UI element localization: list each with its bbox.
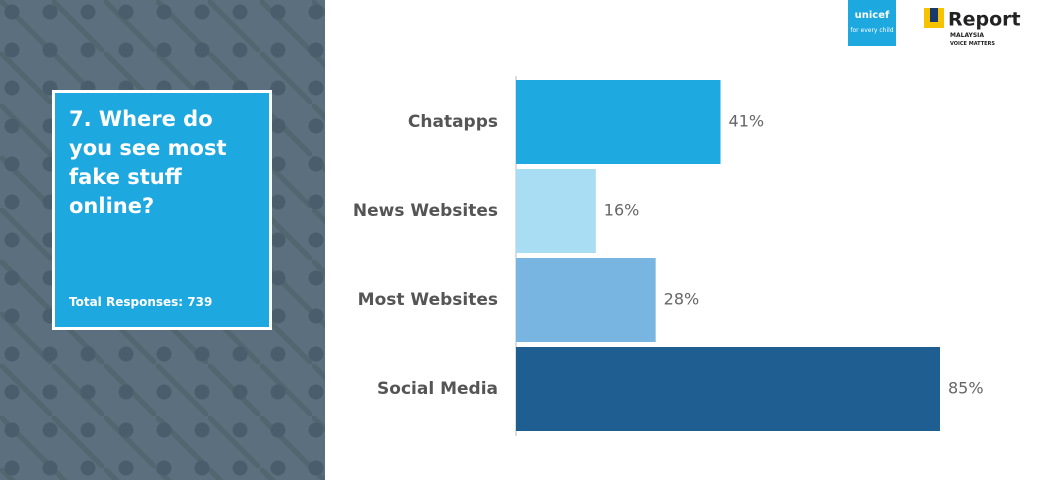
bar — [516, 258, 656, 342]
category-label: Chatapps — [408, 112, 498, 132]
bar — [516, 80, 721, 164]
ureport-tagline: VOICE MATTERS — [950, 41, 995, 47]
unicef-logo — [848, 0, 896, 46]
category-label: Most Websites — [358, 290, 498, 310]
value-label: 16% — [604, 201, 640, 220]
bar — [516, 169, 596, 253]
value-label: 28% — [664, 290, 700, 309]
question-box: 7. Where do you see most fake stuff onli… — [52, 90, 272, 330]
value-label: 85% — [948, 379, 984, 398]
ureport-text: Report — [948, 9, 1021, 31]
total-responses: Total Responses: 739 — [69, 295, 213, 309]
category-label: Social Media — [377, 379, 498, 399]
value-label: 41% — [729, 112, 765, 131]
ureport-country: MALAYSIA — [950, 32, 984, 39]
category-label: News Websites — [353, 201, 498, 221]
chart-title: 7. Where do you see most fake stuff onli… — [69, 107, 227, 218]
side-panel: 7. Where do you see most fake stuff onli… — [0, 0, 325, 480]
ureport-icon-inner — [930, 8, 938, 22]
bar — [516, 347, 940, 431]
unicef-tagline: for every child — [850, 27, 893, 34]
unicef-text: unicef — [855, 10, 890, 21]
